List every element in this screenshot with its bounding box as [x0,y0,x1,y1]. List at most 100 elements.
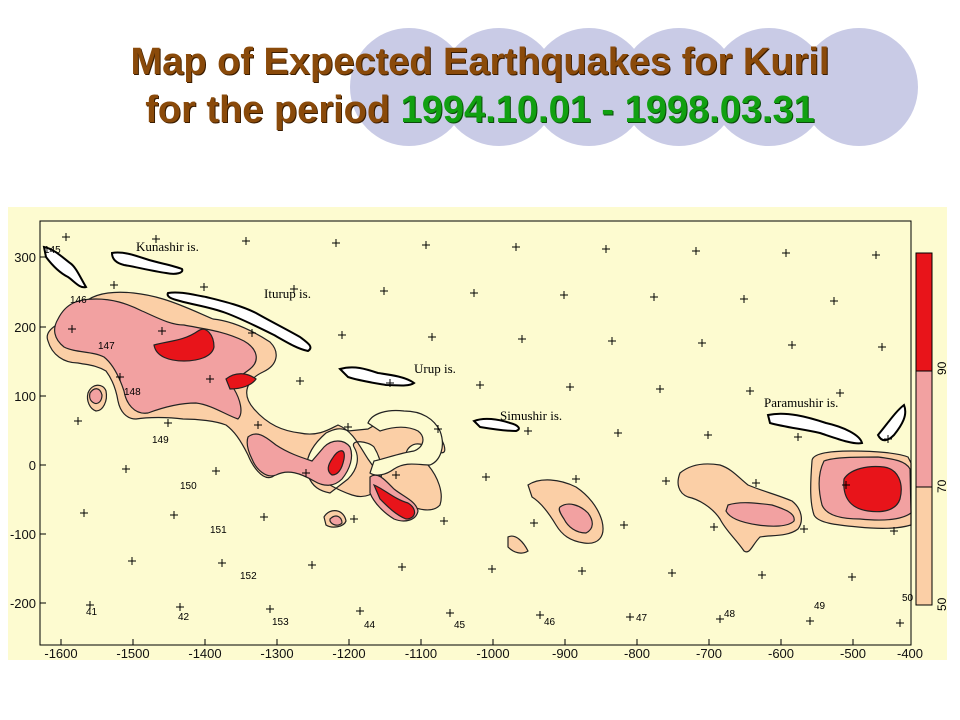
plus-marker [566,383,574,391]
earthquake-map: -1600 -1500 -1400 -1300 -1200 -1100 -100… [8,207,947,660]
plus-marker [428,333,436,341]
plus-marker [80,509,88,517]
grid-label: 49 [814,601,826,612]
title-dates: 1994.10.01 - 1998.03.31 [400,89,815,131]
contour-region [367,409,443,476]
x-tick-label: -1300 [260,646,293,660]
grid-label: 148 [124,387,141,398]
y-tick: 100 [14,389,46,404]
plus-marker [614,429,622,437]
page-title: Map of Expected Earthquakes for Kuril fo… [0,38,960,134]
plus-marker [650,293,658,301]
plus-marker [572,475,580,483]
y-tick: 300 [14,250,46,265]
x-tick: -1000 [476,639,510,660]
x-tick: -400 [897,639,923,660]
title-line-1: Map of Expected Earthquakes for Kuril [130,41,830,83]
contour-region [558,503,593,534]
plus-marker [356,607,364,615]
plus-marker [692,247,700,255]
contour-region [246,433,353,486]
grid-label: 153 [272,617,289,628]
plus-marker [836,389,844,397]
x-tick: -1600 [44,639,78,660]
plus-marker [848,573,856,581]
y-tick-label: -100 [10,527,36,542]
plus-marker [704,431,712,439]
island-shape [876,403,907,442]
plus-marker [200,283,208,291]
x-tick-label: -800 [624,646,650,660]
x-tick-label: -1200 [332,646,365,660]
plus-marker [242,237,250,245]
plus-marker [398,563,406,571]
plus-marker [302,469,310,477]
x-tick-label: -500 [840,646,866,660]
grid-label: 150 [180,481,197,492]
plus-marker [794,433,802,441]
grid-label: 44 [364,620,376,631]
plus-marker [164,419,172,427]
plus-marker [422,241,430,249]
plus-marker [86,601,94,609]
plus-marker [248,329,256,337]
contour-90 [153,328,902,520]
x-tick: -1300 [260,639,294,660]
x-tick: -1400 [188,639,222,660]
contour-region [725,502,795,527]
plus-marker [74,417,82,425]
plus-marker [788,341,796,349]
x-tick-label: -1500 [116,646,149,660]
island-label-kunashir: Kunashir is. [136,239,199,254]
y-tick: 200 [14,320,46,335]
plus-marker [254,421,262,429]
plus-marker [296,377,304,385]
plus-marker [806,617,814,625]
contour-region [225,373,257,390]
plus-marker [350,515,358,523]
plus-marker [344,423,352,431]
island-label-paramushir: Paramushir is. [764,395,838,410]
plus-marker [656,385,664,393]
x-tick-label: -1100 [405,646,437,660]
x-tick-label: -600 [768,646,794,660]
plus-marker [152,235,160,243]
x-tick-label: -700 [696,646,722,660]
grid-label: 47 [636,613,648,624]
x-tick-label: -1000 [476,646,509,660]
decorative-circle [800,28,918,146]
plus-marker [440,517,448,525]
contour-region [372,483,416,520]
legend-swatch-70 [915,370,933,488]
contour-region [507,535,529,554]
plus-marker [662,477,670,485]
x-axis: -1600 -1500 -1400 -1300 -1200 -1100 -100… [44,639,923,660]
contour-region [327,450,345,476]
grid-label: 147 [98,341,115,352]
plus-marker [800,525,808,533]
plus-marker [68,325,76,333]
grid-label: 151 [210,525,227,536]
plus-marker [470,289,478,297]
grid-label: 145 [44,245,61,256]
island-label-iturup: Iturup is. [264,286,311,301]
plus-marker [218,559,226,567]
island-shape [472,417,520,433]
plus-marker [530,519,538,527]
plus-marker [476,381,484,389]
plus-marker [620,521,628,529]
plus-marker [62,233,70,241]
plus-marker [128,557,136,565]
island-outlines [42,245,907,445]
plus-marker [830,297,838,305]
grid-labels: 145 146 147 148 149 150 151 152 153 44 4… [44,245,914,631]
plus-marker [212,467,220,475]
contour-region [54,298,257,420]
title-line-2-prefix: for the period [145,89,401,131]
plus-marker [110,281,118,289]
grid-label: 149 [152,435,169,446]
x-tick: -1200 [332,639,366,660]
y-tick-label: -200 [10,596,36,611]
island-labels: Kunashir is. Iturup is. Urup is. Simushi… [136,239,838,423]
plus-marker [878,343,886,351]
